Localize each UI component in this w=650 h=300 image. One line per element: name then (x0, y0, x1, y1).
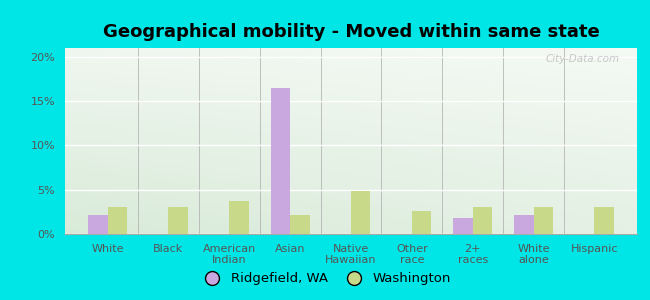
Bar (534, 207, 553, 234)
Bar (88, 214, 108, 234)
Bar (412, 211, 432, 234)
Bar (594, 207, 614, 234)
Bar (108, 207, 127, 234)
Title: Geographical mobility - Moved within same state: Geographical mobility - Moved within sam… (103, 23, 599, 41)
Bar (168, 206, 188, 234)
Bar (290, 214, 309, 234)
Bar (453, 218, 473, 234)
Bar (514, 214, 534, 234)
Text: City-Data.com: City-Data.com (546, 54, 620, 64)
Bar (351, 191, 370, 234)
Legend: Ridgefield, WA, Washington: Ridgefield, WA, Washington (194, 267, 456, 290)
Bar (270, 88, 290, 234)
Bar (473, 206, 492, 234)
Bar (229, 201, 249, 234)
